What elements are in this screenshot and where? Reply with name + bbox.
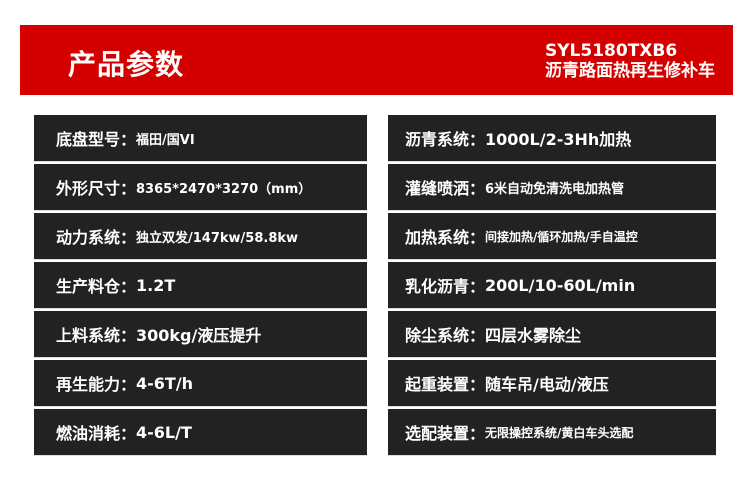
spec-row: 生产料仓： 1.2T <box>34 262 367 309</box>
spec-row: 除尘系统： 四层水雾除尘 <box>388 311 716 358</box>
spec-label: 加热系统： <box>405 228 486 247</box>
spec-value: 4-6T/h <box>136 373 194 393</box>
spec-label: 选配装置： <box>405 424 486 443</box>
spec-value: 4-6L/T <box>136 422 192 442</box>
model-number: SYL5180TXB6 <box>545 41 678 61</box>
spec-value: 无限操控系统/黄白车头选配 <box>485 425 634 440</box>
spec-row: 沥青系统： 1000L/2-3Hh加热 <box>388 115 716 162</box>
page-title: 产品参数 <box>68 48 185 81</box>
product-name: 沥青路面热再生修补车 <box>545 61 715 81</box>
spec-row: 外形尺寸： 8365*2470*3270（mm） <box>34 164 367 211</box>
spec-label: 沥青系统： <box>405 130 486 149</box>
model-block: SYL5180TXB6 沥青路面热再生修补车 <box>545 41 715 81</box>
spec-label: 底盘型号： <box>56 130 137 149</box>
spec-column-right: 沥青系统： 1000L/2-3Hh加热 灌缝喷洒： 6米自动免清洗电加热管 加热系统… <box>388 115 716 458</box>
spec-value: 1000L/2-3Hh加热 <box>485 130 632 149</box>
spec-row: 底盘型号： 福田/国VI <box>34 115 367 162</box>
spec-label: 动力系统： <box>56 228 137 247</box>
spec-row: 再生能力： 4-6T/h <box>34 360 367 407</box>
spec-row: 动力系统： 独立双发/147kw/58.8kw <box>34 213 367 260</box>
spec-value: 8365*2470*3270（mm） <box>136 181 312 197</box>
spec-value: 福田/国VI <box>136 132 195 148</box>
spec-label: 灌缝喷洒： <box>405 179 486 198</box>
spec-column-left: 底盘型号： 福田/国VI 外形尺寸： 8365*2470*3270（mm） 动力系统… <box>34 115 367 458</box>
spec-value: 6米自动免清洗电加热管 <box>485 181 625 197</box>
spec-label: 外形尺寸： <box>56 179 137 198</box>
spec-value: 300kg/液压提升 <box>136 326 262 345</box>
spec-value: 独立双发/147kw/58.8kw <box>136 230 299 246</box>
header-banner: 产品参数 SYL5180TXB6 沥青路面热再生修补车 <box>20 25 733 95</box>
spec-label: 再生能力： <box>56 375 137 394</box>
spec-label: 燃油消耗： <box>56 424 137 443</box>
spec-value: 四层水雾除尘 <box>485 326 582 345</box>
spec-row: 选配装置： 无限操控系统/黄白车头选配 <box>388 409 716 456</box>
spec-row: 乳化沥青： 200L/10-60L/min <box>388 262 716 309</box>
spec-label: 生产料仓： <box>56 277 137 296</box>
spec-row: 灌缝喷洒： 6米自动免清洗电加热管 <box>388 164 716 211</box>
spec-value: 随车吊/电动/液压 <box>485 375 609 394</box>
spec-value: 间接加热/循环加热/手自温控 <box>485 229 638 244</box>
spec-row: 加热系统： 间接加热/循环加热/手自温控 <box>388 213 716 260</box>
spec-value: 200L/10-60L/min <box>485 275 636 295</box>
spec-row: 起重装置： 随车吊/电动/液压 <box>388 360 716 407</box>
spec-label: 上料系统： <box>56 326 137 345</box>
spec-label: 除尘系统： <box>405 326 486 345</box>
spec-label: 起重装置： <box>405 375 486 394</box>
spec-row: 燃油消耗： 4-6L/T <box>34 409 367 456</box>
spec-row: 上料系统： 300kg/液压提升 <box>34 311 367 358</box>
spec-label: 乳化沥青： <box>405 277 486 296</box>
spec-value: 1.2T <box>136 275 176 295</box>
